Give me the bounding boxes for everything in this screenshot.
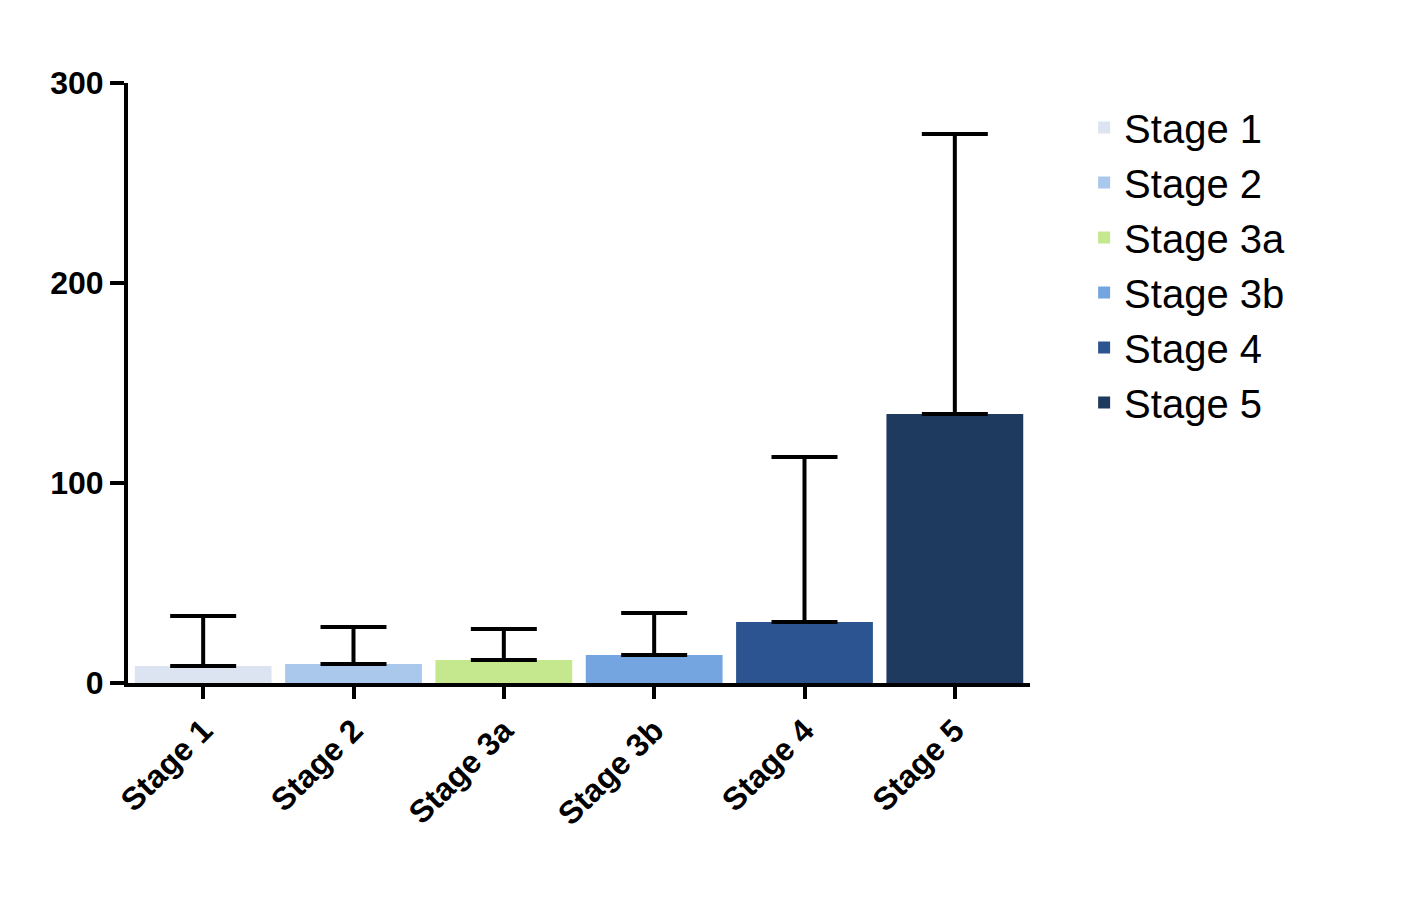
svg-text:Stage 3b: Stage 3b: [551, 712, 671, 832]
svg-text:300: 300: [50, 65, 103, 101]
svg-text:Stage 2: Stage 2: [264, 712, 370, 818]
svg-text:0: 0: [86, 665, 104, 701]
svg-text:Stage 5: Stage 5: [1124, 382, 1262, 426]
svg-text:100: 100: [50, 465, 103, 501]
svg-text:Stage 4: Stage 4: [1124, 327, 1262, 371]
svg-text:Stage 4: Stage 4: [715, 712, 821, 818]
svg-text:Stage 1: Stage 1: [113, 712, 219, 818]
svg-text:200: 200: [50, 265, 103, 301]
svg-text:Stage 1: Stage 1: [1124, 107, 1262, 151]
svg-text:Stage 3a: Stage 3a: [1124, 217, 1285, 261]
svg-text:Stage 3a: Stage 3a: [402, 712, 521, 831]
svg-text:Stage 5: Stage 5: [865, 712, 971, 818]
svg-text:Stage 3b: Stage 3b: [1124, 272, 1284, 316]
svg-text:Stage 2: Stage 2: [1124, 162, 1262, 206]
